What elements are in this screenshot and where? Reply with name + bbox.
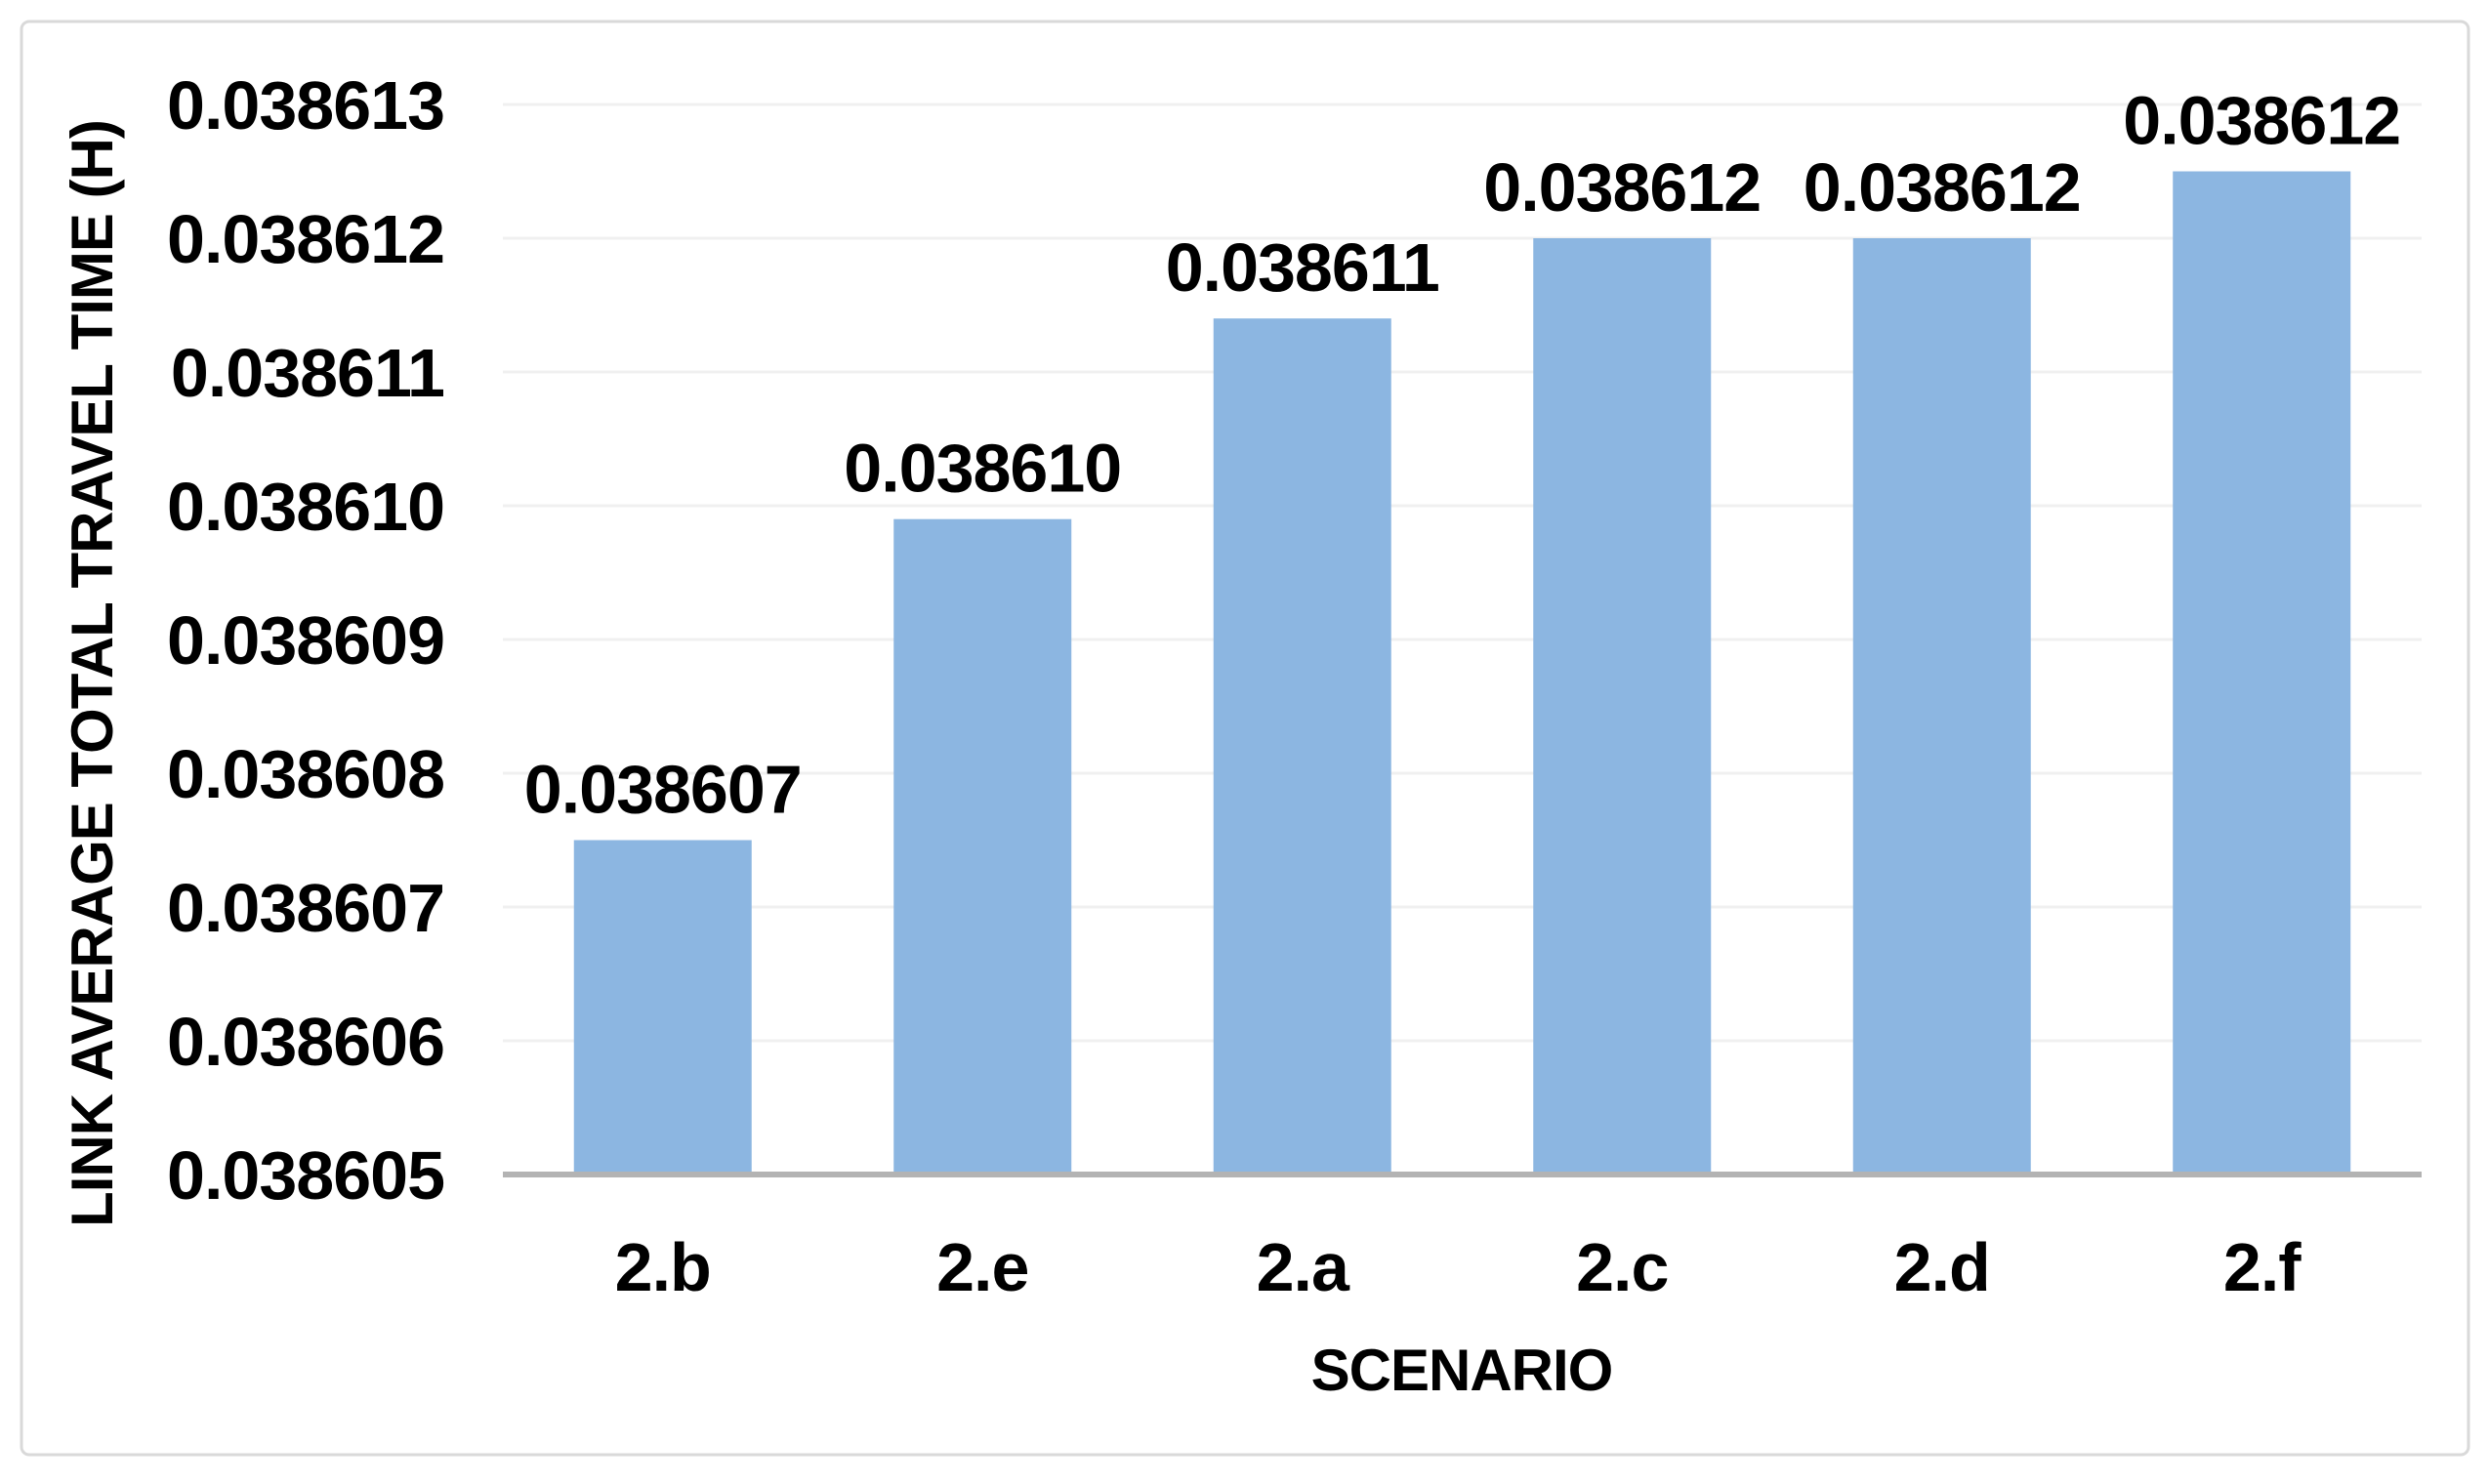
y-tick-label: 0.038605 bbox=[167, 1137, 444, 1214]
y-tick-label: 0.038607 bbox=[167, 870, 444, 946]
x-axis-tick-labels: 2.b 2.e 2.a 2.c 2.d 2.f bbox=[615, 1229, 2303, 1305]
y-tick-label: 0.038606 bbox=[167, 1004, 444, 1080]
x-tick-label: 2.d bbox=[1894, 1229, 1990, 1305]
bar bbox=[1852, 238, 2031, 1175]
y-tick-label: 0.038613 bbox=[167, 67, 444, 144]
x-tick-label: 2.f bbox=[2223, 1229, 2301, 1305]
bar-series bbox=[573, 171, 2351, 1175]
bar-value-label: 0.038612 bbox=[1483, 149, 1761, 226]
y-axis-tick-labels: 0.038605 0.038606 0.038607 0.038608 0.038609… bbox=[167, 67, 445, 1214]
x-tick-label: 2.b bbox=[615, 1229, 711, 1305]
bar bbox=[893, 518, 1072, 1175]
x-axis-title: SCENARIO bbox=[1311, 1338, 1613, 1403]
y-tick-label: 0.038611 bbox=[171, 335, 444, 411]
bar-value-label: 0.038610 bbox=[844, 431, 1121, 507]
y-tick-label: 0.038610 bbox=[167, 469, 444, 545]
bar bbox=[2173, 171, 2351, 1175]
x-tick-label: 2.c bbox=[1576, 1229, 1668, 1305]
y-tick-label: 0.038608 bbox=[167, 736, 444, 812]
y-tick-label: 0.038609 bbox=[167, 602, 444, 679]
y-tick-label: 0.038612 bbox=[167, 201, 444, 277]
bar-value-labels: 0.038607 0.038610 0.038611 0.038612 0.038612… bbox=[524, 83, 2401, 828]
y-axis-title: LINK AVERAGE TOTAL TRAVEL TIME (H) bbox=[60, 120, 125, 1227]
bar bbox=[573, 840, 752, 1175]
bar-value-label: 0.038607 bbox=[524, 752, 802, 828]
bar-value-label: 0.038612 bbox=[1804, 149, 2081, 226]
bar bbox=[1213, 318, 1391, 1175]
bar-value-label: 0.038611 bbox=[1166, 229, 1439, 306]
x-tick-label: 2.e bbox=[936, 1229, 1028, 1305]
x-tick-label: 2.a bbox=[1257, 1229, 1350, 1305]
bar-value-label: 0.038612 bbox=[2123, 83, 2400, 159]
bar bbox=[1533, 238, 1712, 1175]
gridlines bbox=[503, 103, 2422, 1043]
